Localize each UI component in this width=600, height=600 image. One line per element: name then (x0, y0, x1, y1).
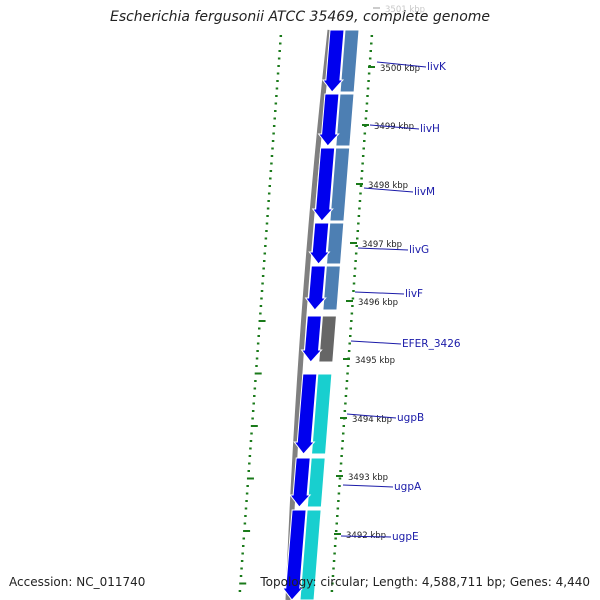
gene-label-ugpB[interactable]: ugpB (397, 412, 424, 424)
accession-label: Accession: NC_011740 (9, 575, 146, 589)
feature-band-EFER_3426 (318, 315, 337, 363)
feature-band-ugpA (306, 457, 326, 508)
gene-label-livF[interactable]: livF (405, 288, 423, 300)
gene-leader-line (369, 124, 420, 130)
gene-label-livG[interactable]: livG (409, 244, 429, 256)
cds-arrow-livG[interactable] (308, 222, 331, 265)
feature-band-livK (339, 29, 360, 93)
feature-band-ugpB (310, 373, 333, 455)
cds-arrow-livM[interactable] (311, 147, 336, 222)
gene-label-ugpE[interactable]: ugpE (392, 531, 419, 543)
gene-leader-line (357, 247, 409, 251)
gene-leader-line (350, 340, 402, 345)
gene-label-EFER_3426[interactable]: EFER_3426 (402, 338, 461, 350)
kbp-label: 3496 kbp (358, 298, 398, 308)
cds-arrow-livK[interactable] (321, 29, 345, 93)
cds-arrow-EFER_3426[interactable] (300, 315, 323, 363)
gene-label-livH[interactable]: livH (420, 123, 440, 135)
position-ticks (334, 7, 380, 535)
kbp-label: 3497 kbp (362, 240, 402, 250)
cds-arrow-ugpE[interactable] (281, 509, 307, 600)
map-title: Escherichia fergusonii ATCC 35469, compl… (109, 9, 491, 25)
gene-leader-line (346, 413, 397, 419)
gene-leader-line (363, 187, 414, 193)
gene-leader-line (340, 535, 392, 538)
kbp-label: 3500 kbp (380, 64, 420, 74)
gc-content-ticks (238, 35, 374, 592)
gene-feature-bands (299, 29, 360, 600)
gene-label-ugpA[interactable]: ugpA (394, 481, 422, 493)
feature-band-livM (329, 147, 351, 222)
feature-band-livG (325, 222, 345, 265)
cds-arrows (281, 29, 345, 600)
kbp-label: 3493 kbp (348, 473, 388, 483)
kbp-label: 3501 kbp (385, 5, 425, 15)
feature-band-ugpE (299, 509, 322, 600)
kbp-label: 3494 kbp (352, 415, 392, 425)
feature-band-livH (335, 93, 355, 147)
cds-arrow-livH[interactable] (317, 93, 340, 147)
kbp-label: 3498 kbp (368, 181, 408, 191)
gene-label-livM[interactable]: livM (414, 186, 435, 198)
cds-arrow-ugpA[interactable] (289, 457, 312, 508)
feature-band-livF (322, 265, 341, 311)
topology-label: Topology: circular; Length: 4,588,711 bp… (260, 575, 590, 589)
cds-arrow-ugpB[interactable] (293, 373, 318, 455)
gene-leader-line (354, 291, 405, 295)
kbp-label: 3492 kbp (346, 531, 386, 541)
gene-labels: livK livH livM livG livF EFER_3426 ugpB ugpA ugp… (340, 61, 461, 543)
kbp-label: 3495 kbp (355, 356, 395, 366)
cds-arrow-livF[interactable] (304, 265, 327, 311)
gene-leader-line (376, 61, 427, 68)
gene-label-livK[interactable]: livK (427, 61, 447, 73)
gene-leader-line (342, 484, 394, 488)
